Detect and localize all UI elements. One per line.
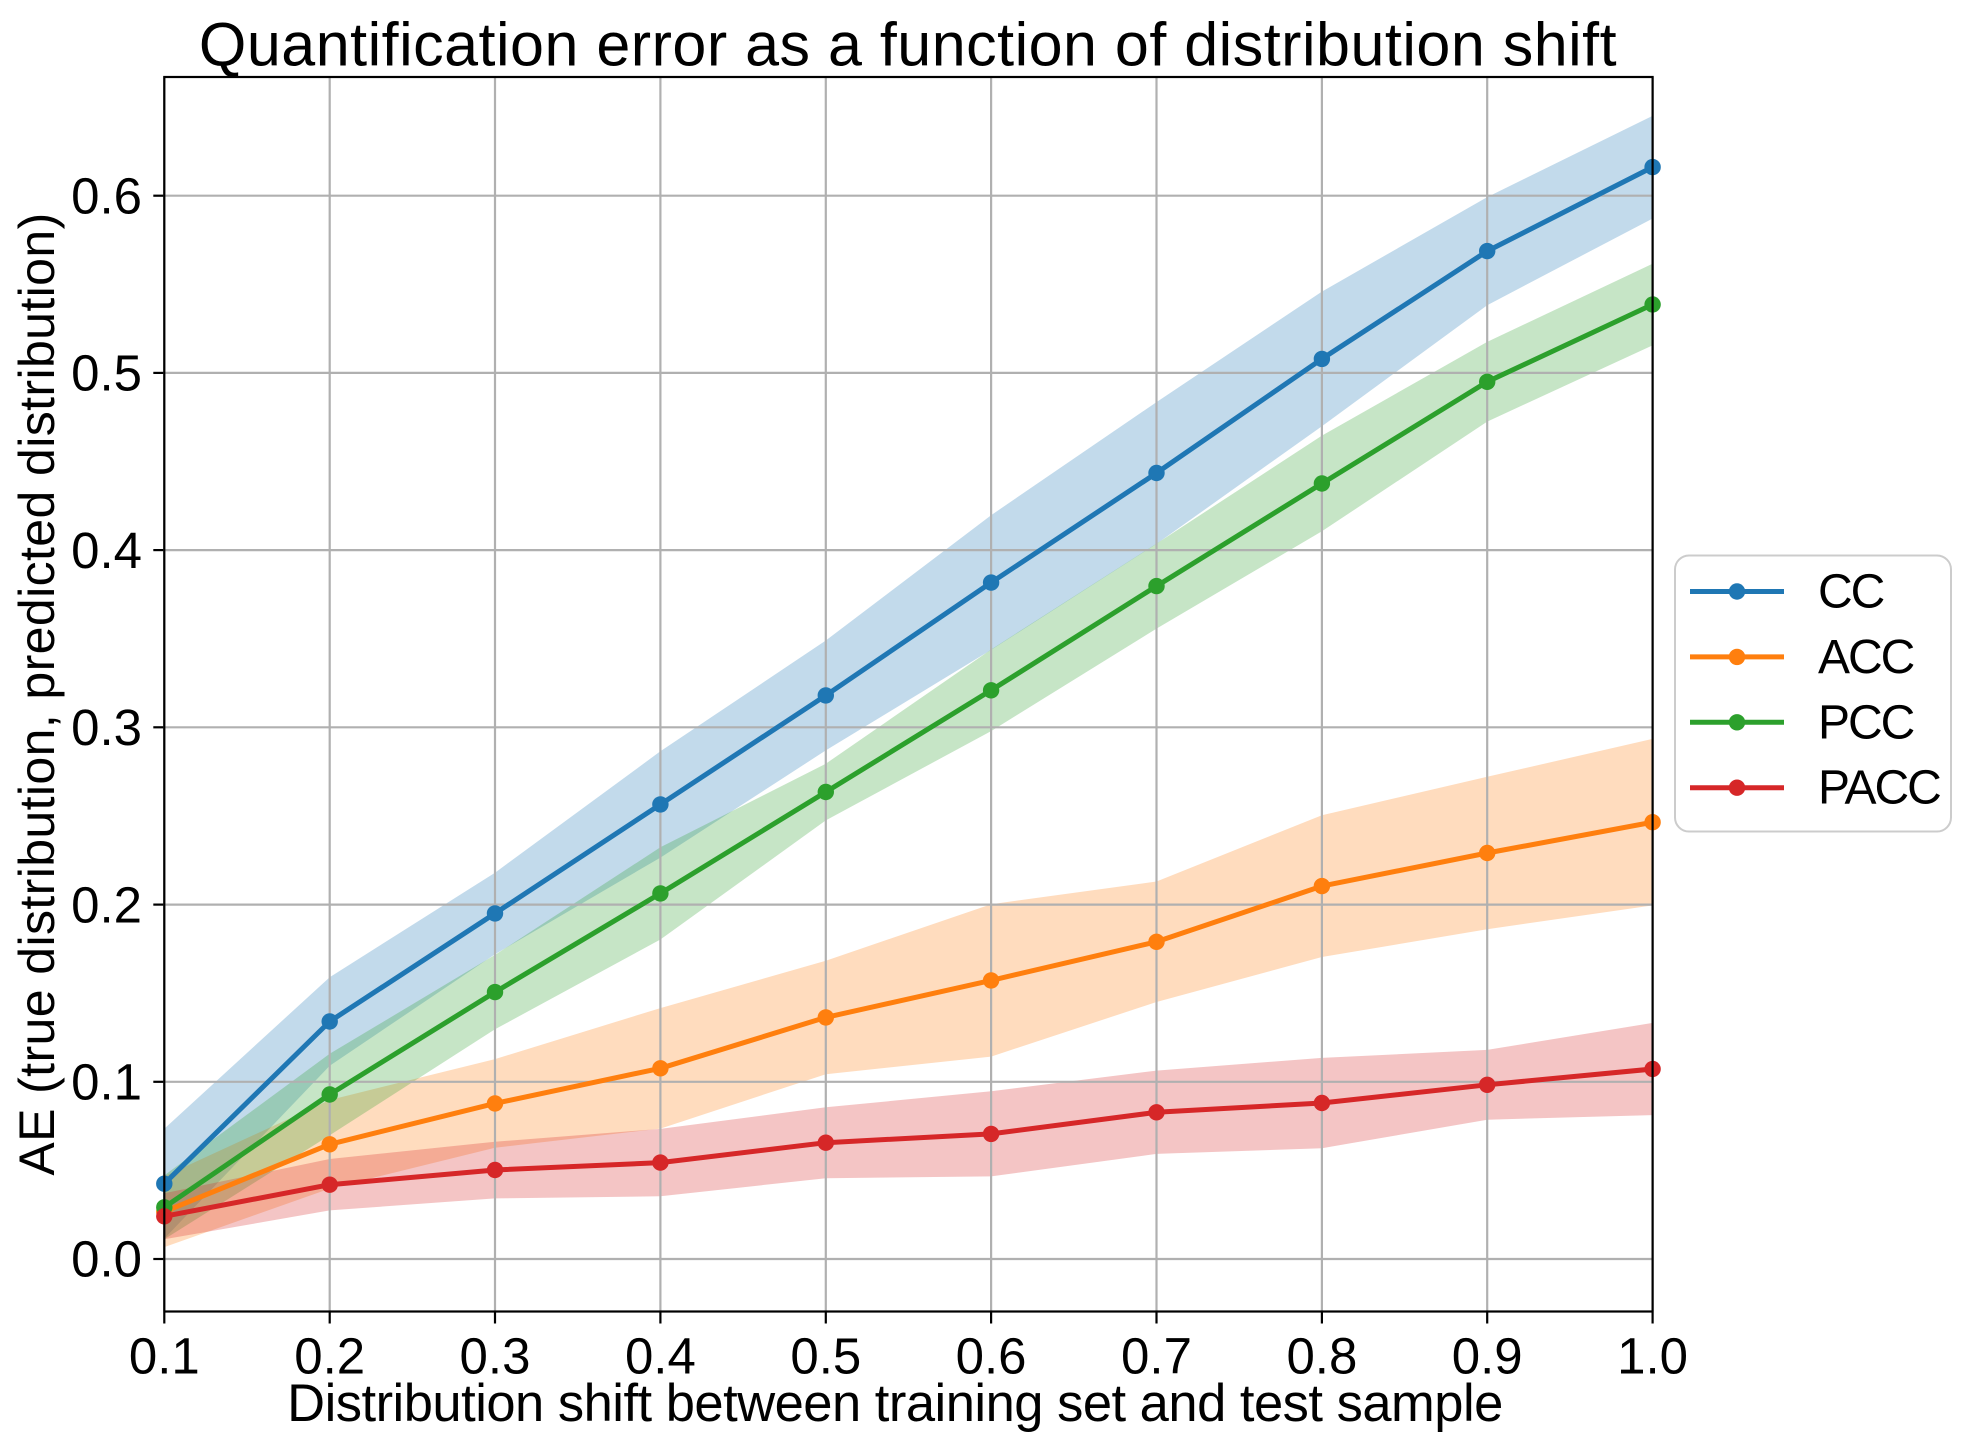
svg-text:0.9: 0.9 [1452,1328,1523,1385]
svg-text:0.3: 0.3 [71,699,142,756]
svg-text:0.0: 0.0 [71,1231,142,1288]
svg-text:AE (true distribution, predict: AE (true distribution, predicted distrib… [9,212,65,1175]
svg-text:0.4: 0.4 [71,522,142,579]
svg-text:0.4: 0.4 [625,1328,696,1385]
svg-text:0.2: 0.2 [294,1328,365,1385]
svg-text:0.7: 0.7 [1121,1328,1192,1385]
svg-text:0.2: 0.2 [71,876,142,933]
svg-text:0.5: 0.5 [790,1328,861,1385]
svg-text:0.6: 0.6 [956,1328,1027,1385]
svg-text:PCC: PCC [1818,696,1914,749]
svg-text:Quantification error as a func: Quantification error as a function of di… [199,11,1617,79]
svg-text:0.8: 0.8 [1286,1328,1357,1385]
svg-text:0.1: 0.1 [129,1328,200,1385]
svg-text:0.3: 0.3 [460,1328,531,1385]
svg-text:0.1: 0.1 [71,1054,142,1111]
svg-text:Distribution shift between tra: Distribution shift between training set … [287,1374,1503,1433]
svg-text:CC: CC [1818,566,1884,619]
svg-text:ACC: ACC [1818,631,1914,684]
svg-text:1.0: 1.0 [1617,1328,1688,1385]
svg-text:0.6: 0.6 [71,167,142,224]
svg-text:0.5: 0.5 [71,345,142,402]
svg-text:PACC: PACC [1818,762,1940,815]
